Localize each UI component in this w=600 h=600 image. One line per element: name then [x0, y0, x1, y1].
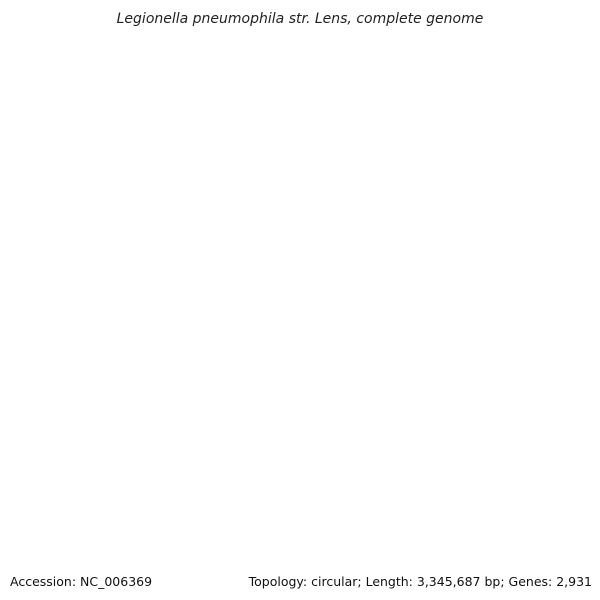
genome-summary-text: Topology: circular; Length: 3,345,687 bp…	[248, 574, 592, 589]
map-title: Legionella pneumophila str. Lens, comple…	[117, 11, 484, 27]
accession-text: Accession: NC_006369	[10, 574, 152, 589]
